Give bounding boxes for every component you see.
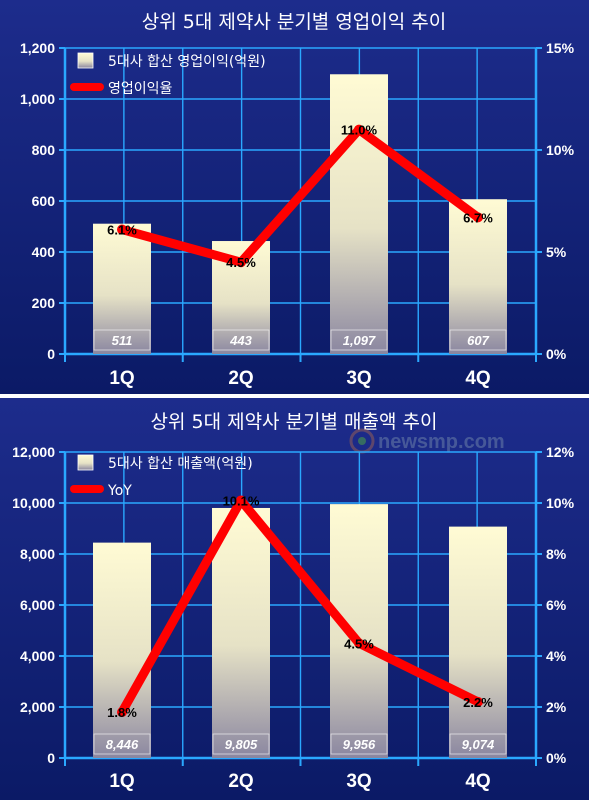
line-point-label: 4.5% bbox=[226, 255, 256, 270]
watermark-logo-dot bbox=[358, 437, 366, 445]
y2-tick-label: 0% bbox=[546, 750, 567, 766]
x-category-label: 1Q bbox=[109, 368, 134, 389]
line-point bbox=[117, 707, 127, 718]
y2-tick-label: 12% bbox=[546, 444, 575, 460]
y2-tick-label: 4% bbox=[546, 648, 567, 664]
bar-value-label: 1,097 bbox=[343, 333, 376, 348]
legend-bar-swatch bbox=[77, 454, 94, 471]
line-series bbox=[117, 125, 483, 267]
y-tick-label: 10,000 bbox=[12, 495, 55, 511]
y-tick-label: 0 bbox=[47, 346, 55, 362]
y-tick-label: 6,000 bbox=[20, 597, 55, 613]
bar-value-box bbox=[93, 329, 151, 351]
line-series bbox=[117, 495, 483, 717]
watermark-text: newsmp.com bbox=[378, 431, 505, 453]
bar-value-label: 9,956 bbox=[343, 737, 376, 752]
y2-tick-label: 6% bbox=[546, 597, 567, 613]
bar-value-box bbox=[212, 733, 270, 755]
y-tick-label: 400 bbox=[32, 244, 56, 260]
x-category-label: 2Q bbox=[228, 368, 253, 389]
chart-title: 상위 5대 제약사 분기별 매출액 추이 bbox=[150, 411, 437, 433]
bar bbox=[93, 542, 151, 758]
legend-bar-label: 5대사 합산 영업이익(억원) bbox=[108, 54, 266, 70]
x-category-label: 4Q bbox=[465, 771, 490, 792]
y-tick-label: 600 bbox=[32, 193, 56, 209]
legend-bar-label: 5대사 합산 매출액(억원) bbox=[108, 456, 253, 472]
line-point bbox=[354, 638, 364, 649]
bar-value-label: 443 bbox=[229, 333, 252, 348]
line-point-label: 1.8% bbox=[107, 705, 137, 720]
line-point bbox=[236, 495, 246, 506]
line-point-label: 6.1% bbox=[107, 223, 137, 238]
y-tick-label: 0 bbox=[47, 750, 55, 766]
y2-tick-label: 8% bbox=[546, 546, 567, 562]
y2-tick-label: 5% bbox=[546, 244, 567, 260]
bar bbox=[449, 526, 507, 758]
y-tick-label: 1,200 bbox=[20, 40, 55, 56]
bar bbox=[212, 507, 270, 758]
line-point-label: 2.2% bbox=[463, 695, 493, 710]
line-point bbox=[117, 224, 127, 235]
legend-line-label: 영업이익율 bbox=[108, 81, 173, 97]
bar-value-label: 511 bbox=[112, 333, 133, 348]
bar-value-box bbox=[212, 329, 270, 351]
y2-tick-label: 0% bbox=[546, 346, 567, 362]
bar bbox=[330, 74, 388, 354]
bar-value-label: 9,074 bbox=[462, 737, 495, 752]
bar-value-box bbox=[449, 733, 507, 755]
operating-profit-chart: 상위 5대 제약사 분기별 영업이익 추이 0 200 400 600 800 1,000 1… bbox=[0, 0, 589, 394]
line-point bbox=[473, 696, 483, 707]
line-point bbox=[354, 124, 364, 135]
bar-value-label: 8,446 bbox=[106, 737, 139, 752]
x-category-label: 2Q bbox=[228, 771, 253, 792]
y2-tick-label: 2% bbox=[546, 699, 567, 715]
y-tick-label: 1,000 bbox=[20, 91, 55, 107]
bar bbox=[330, 504, 388, 758]
bar-value-box bbox=[330, 733, 388, 755]
y-tick-label: 12,000 bbox=[12, 444, 55, 460]
y-tick-label: 200 bbox=[32, 295, 56, 311]
bar-value-box bbox=[449, 329, 507, 351]
bar bbox=[93, 223, 151, 354]
bar-value-box bbox=[93, 733, 151, 755]
y-tick-label: 4,000 bbox=[20, 648, 55, 664]
x-category-label: 4Q bbox=[465, 368, 490, 389]
legend-line-label: YoY bbox=[107, 483, 132, 499]
x-category-label: 3Q bbox=[346, 771, 371, 792]
y-tick-label: 800 bbox=[32, 142, 56, 158]
y2-tick-label: 10% bbox=[546, 495, 575, 511]
bar-value-box bbox=[330, 329, 388, 351]
bar-value-label: 9,805 bbox=[225, 737, 258, 752]
y2-tick-label: 10% bbox=[546, 142, 575, 158]
y-tick-label: 8,000 bbox=[20, 546, 55, 562]
legend-bar-swatch bbox=[77, 52, 94, 69]
line-point-label: 11.0% bbox=[341, 123, 378, 138]
bar-value-label: 607 bbox=[467, 333, 489, 348]
line-point-label: 6.7% bbox=[463, 210, 493, 225]
x-category-label: 1Q bbox=[109, 771, 134, 792]
x-category-label: 3Q bbox=[346, 368, 371, 389]
bar bbox=[449, 199, 507, 354]
y-tick-label: 2,000 bbox=[20, 699, 55, 715]
line-point bbox=[236, 257, 246, 268]
line-point-label: 4.5% bbox=[344, 636, 374, 651]
y2-tick-label: 15% bbox=[546, 40, 575, 56]
chart-title: 상위 5대 제약사 분기별 영업이익 추이 bbox=[142, 11, 447, 33]
line-point-label: 10.1% bbox=[223, 493, 260, 508]
line-point bbox=[473, 212, 483, 223]
